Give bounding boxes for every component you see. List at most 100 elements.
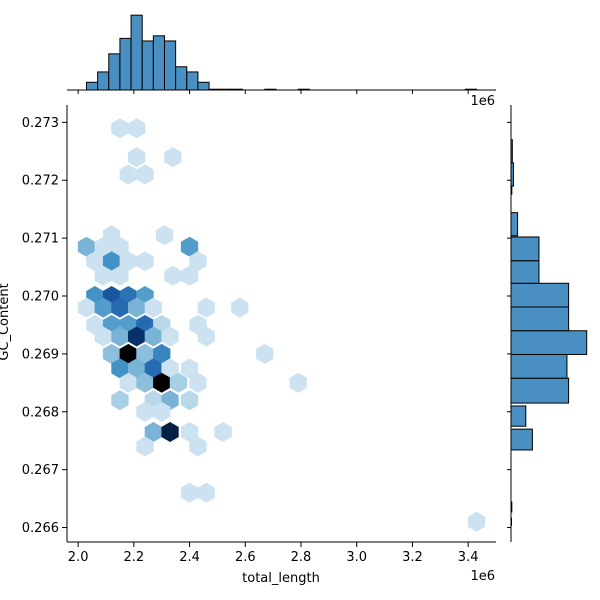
hist-bar: [510, 353, 568, 379]
hist-bar: [86, 81, 99, 91]
hex-cell: [111, 265, 129, 286]
x-tick-label: 2.2: [124, 550, 145, 565]
hex-cell: [102, 251, 121, 272]
marginal-y-histogram: [507, 105, 588, 542]
hex-cell: [111, 236, 129, 257]
hex-cell: [161, 358, 179, 379]
hex-cell: [111, 358, 129, 379]
hist-bar: [97, 71, 110, 91]
marginal-x-histogram: [67, 14, 496, 94]
hex-cell: [153, 401, 171, 422]
hist-bar: [510, 260, 540, 284]
x-tick-label: 2.0: [68, 550, 89, 565]
hex-cell: [136, 401, 154, 422]
hist-bar: [119, 37, 132, 91]
hist-bar: [175, 66, 188, 91]
hist-bar: [186, 71, 199, 91]
hex-cell: [189, 436, 207, 457]
hist-bar: [130, 14, 143, 91]
hex-cell: [102, 343, 121, 364]
hex-cell: [119, 372, 137, 393]
hex-cell: [161, 422, 179, 442]
hex-cell: [144, 358, 162, 379]
hist-bar: [141, 40, 154, 91]
hex-cell: [119, 251, 137, 272]
hist-bar: [510, 330, 588, 355]
hex-cell: [119, 343, 137, 364]
hex-cell: [86, 251, 104, 272]
x-tick-label: 2.6: [235, 550, 256, 565]
hex-cell: [111, 118, 129, 139]
hist-bar: [197, 81, 210, 91]
hex-cell: [111, 297, 129, 318]
y-tick-label: 0.272: [22, 174, 59, 189]
hist-bar: [510, 428, 533, 451]
x-tick-label: 3.2: [402, 550, 423, 565]
y-tick-label: 0.268: [22, 405, 59, 420]
hex-cell: [111, 326, 129, 347]
hex-cell: [136, 372, 154, 393]
hex-cell: [197, 326, 215, 347]
hex-cell: [111, 390, 129, 411]
hex-cell: [144, 326, 162, 347]
hex-cell: [164, 265, 182, 286]
hex-cell: [77, 236, 96, 257]
hist-bar: [164, 40, 177, 91]
hex-cell: [214, 422, 232, 442]
hex-cell: [180, 422, 199, 442]
hex-cell: [189, 372, 207, 393]
hist-bar: [510, 306, 570, 332]
y-tick-label: 0.273: [22, 116, 59, 131]
hex-cell: [189, 251, 207, 272]
x-axis-offset-label: 1e6: [470, 569, 495, 584]
hex-cell: [169, 372, 188, 393]
hex-cell: [128, 326, 146, 347]
hist-bar: [152, 35, 166, 91]
hex-cell: [256, 343, 274, 364]
y-tick-label: 0.266: [22, 521, 59, 536]
hex-cell: [164, 147, 182, 168]
hex-cell: [161, 326, 179, 347]
hist-bar: [510, 377, 570, 404]
hist-bar: [510, 236, 540, 262]
x-tick-label: 2.4: [179, 550, 200, 565]
y-tick-label: 0.267: [22, 463, 59, 478]
x-tick-label: 3.0: [346, 550, 367, 565]
hex-cell: [155, 225, 174, 246]
hex-cell: [136, 164, 154, 185]
hexbin-cells: [77, 118, 486, 532]
hex-cell: [180, 265, 199, 286]
hex-cell: [128, 118, 146, 139]
hex-cell: [144, 422, 162, 442]
hex-cell: [180, 358, 199, 379]
hex-cell: [153, 372, 171, 393]
hist-bar: [108, 53, 121, 91]
hex-cell: [197, 482, 215, 503]
hex-cell: [94, 236, 112, 257]
hex-cell: [153, 343, 171, 364]
hex-cell: [94, 265, 112, 286]
hex-cell: [119, 164, 137, 185]
hist-bar: [510, 212, 519, 237]
hex-cell: [128, 297, 146, 318]
hex-cell: [94, 297, 112, 318]
hex-cell: [180, 236, 199, 257]
hex-cell: [128, 358, 146, 379]
x-tick-label: 2.8: [291, 550, 312, 565]
hist-bar: [510, 282, 570, 308]
y-tick-label: 0.269: [22, 347, 59, 362]
hex-cell: [77, 297, 96, 318]
top-hist-offset-label: 1e6: [470, 94, 495, 109]
y-tick-label: 0.271: [22, 232, 59, 247]
hex-cell: [289, 372, 307, 393]
hex-cell: [128, 147, 146, 168]
hist-bar: [510, 405, 527, 427]
axes-group: 2.0 2.2 2.4 2.6 2.8 3.0 3.2 3.4 0.266 0.267 0.268 0…: [22, 105, 496, 565]
hex-cell: [136, 436, 154, 457]
x-axis-label: total_length: [242, 571, 320, 586]
x-tick-label: 3.4: [458, 550, 479, 565]
hex-cell: [136, 343, 154, 364]
hex-cell: [136, 251, 154, 272]
hex-cell: [180, 390, 199, 411]
hex-cell: [197, 297, 215, 318]
